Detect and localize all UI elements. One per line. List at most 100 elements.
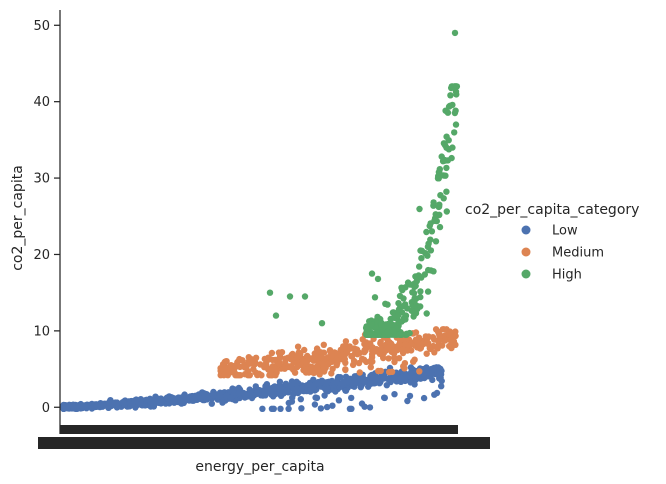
data-point-low: [282, 380, 290, 387]
data-point-medium: [325, 361, 332, 368]
data-point-medium: [261, 364, 268, 371]
x-tick-labels-overlap: [38, 437, 490, 449]
data-point-high: [422, 250, 429, 257]
data-point-high: [431, 217, 438, 224]
data-point-low: [342, 387, 350, 394]
data-point-high: [363, 331, 371, 338]
data-point-medium: [291, 369, 299, 376]
data-point-high: [417, 293, 424, 301]
data-point-high: [443, 188, 450, 195]
data-point-high: [425, 266, 432, 274]
data-point-high: [384, 328, 391, 336]
data-point-medium: [333, 356, 340, 363]
data-point-medium: [246, 372, 253, 379]
data-point-high: [449, 144, 456, 151]
data-point-low: [381, 394, 388, 401]
data-point-high: [404, 305, 411, 312]
data-point-medium: [294, 343, 302, 350]
y-ticks: 0 10 20 30 40 50: [33, 19, 60, 416]
y-axis-label: co2_per_capita: [10, 165, 26, 271]
data-point-high: [436, 211, 443, 218]
data-point-low: [78, 401, 86, 409]
data-point-high: [439, 158, 447, 165]
data-point-medium: [340, 343, 347, 350]
data-point-low: [219, 399, 226, 406]
data-point-low: [383, 382, 390, 389]
data-point-medium: [342, 338, 350, 345]
data-point-medium: [377, 367, 384, 375]
data-point-high: [424, 288, 432, 295]
data-point-medium: [329, 365, 336, 373]
data-point-low: [94, 402, 101, 410]
data-point-medium: [303, 360, 310, 367]
data-point-medium: [380, 354, 387, 362]
data-point-medium: [236, 355, 243, 363]
data-point-high: [432, 238, 440, 245]
data-point-low: [157, 397, 164, 404]
data-point-low: [420, 394, 428, 402]
data-point-high: [368, 270, 376, 277]
data-point-high: [272, 312, 280, 319]
data-point-medium: [352, 338, 359, 346]
data-point-high: [440, 195, 447, 202]
data-point-high: [443, 164, 450, 172]
data-point-high: [423, 228, 430, 236]
data-point-low: [431, 391, 438, 398]
data-point-low: [68, 402, 76, 409]
data-point-medium: [402, 341, 409, 348]
data-point-medium: [401, 365, 408, 372]
data-point-high: [389, 321, 396, 328]
data-point-low: [369, 374, 376, 381]
data-point-high: [443, 133, 450, 140]
data-point-low: [357, 384, 364, 391]
data-point-high: [396, 292, 404, 300]
data-point-medium: [268, 349, 276, 357]
y-tick-label: 10: [33, 324, 50, 339]
data-point-high: [416, 263, 423, 270]
data-point-medium: [385, 355, 392, 362]
data-point-medium: [448, 344, 455, 352]
legend-marker-low: [521, 225, 531, 235]
data-point-low: [321, 392, 328, 399]
data-point-low: [259, 405, 266, 412]
data-point-low: [113, 399, 121, 406]
data-point-medium: [353, 346, 361, 353]
data-point-low: [351, 379, 358, 386]
data-point-low: [297, 396, 304, 403]
data-point-medium: [431, 349, 438, 356]
data-point-low: [366, 404, 374, 411]
data-point-low: [380, 375, 387, 382]
data-point-low: [268, 405, 276, 412]
data-point-medium: [354, 351, 361, 358]
data-point-medium: [441, 337, 448, 344]
data-point-low: [317, 405, 325, 412]
data-point-low: [119, 399, 127, 406]
data-point-high: [452, 107, 459, 114]
data-point-medium: [237, 372, 244, 379]
data-point-low: [348, 394, 355, 402]
data-point-low: [395, 376, 402, 383]
data-point-medium: [320, 341, 327, 348]
data-point-medium: [313, 365, 321, 372]
data-point-medium: [395, 355, 403, 362]
data-point-low: [344, 378, 352, 385]
data-point-medium: [254, 371, 261, 379]
data-point-low: [323, 403, 331, 411]
data-point-medium: [347, 345, 355, 352]
data-point-low: [252, 383, 259, 390]
data-point-medium: [221, 365, 228, 372]
data-point-low: [415, 373, 422, 380]
data-point-low: [298, 405, 305, 412]
data-point-medium: [386, 344, 393, 351]
data-point-medium: [308, 363, 316, 371]
data-point-high: [442, 172, 449, 179]
data-point-high: [447, 92, 454, 99]
data-point-high: [430, 268, 437, 275]
data-point-high: [430, 199, 437, 206]
data-point-low: [235, 384, 242, 392]
data-point-low: [105, 404, 112, 411]
data-point-low: [317, 379, 325, 386]
data-point-low: [150, 400, 157, 407]
data-point-high: [411, 297, 418, 304]
data-point-low: [166, 398, 174, 405]
